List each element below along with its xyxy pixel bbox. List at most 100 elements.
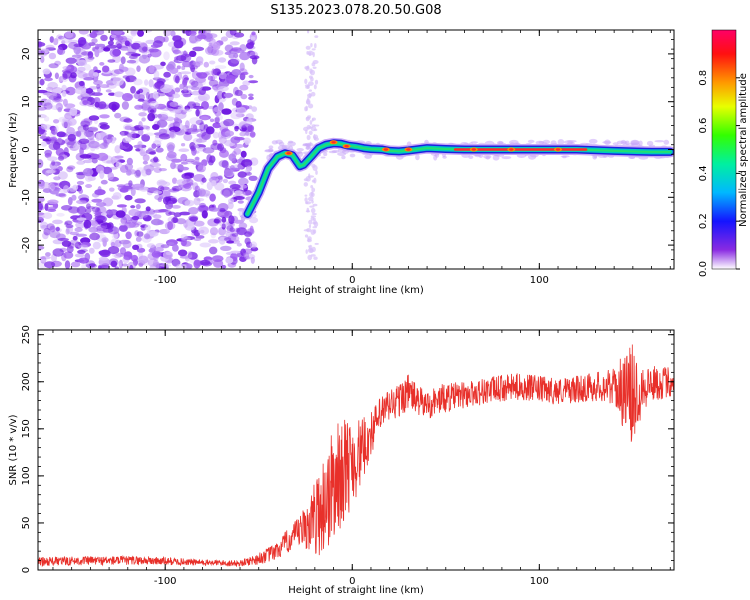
noise-speckle <box>223 118 235 127</box>
noise-speckle <box>47 199 59 205</box>
noise-speckle <box>233 147 242 155</box>
noise-speckle <box>137 141 143 148</box>
noise-speckle <box>218 57 227 63</box>
noise-speckle <box>214 110 222 117</box>
noise-speckle <box>210 172 219 181</box>
noise-speckle <box>174 87 181 93</box>
noise-speckle <box>191 70 199 79</box>
noise-speckle <box>310 185 314 189</box>
noise-speckle <box>153 70 160 79</box>
noise-speckle <box>213 218 220 224</box>
noise-speckle <box>186 220 193 227</box>
noise-speckle <box>138 255 149 264</box>
spectrogram-y-tick-label: 20 <box>21 48 32 61</box>
ridge-halo <box>268 145 274 149</box>
noise-speckle <box>311 117 316 121</box>
noise-speckle <box>67 242 75 249</box>
noise-speckle <box>98 256 109 261</box>
noise-speckle <box>218 175 223 180</box>
noise-speckle <box>119 187 129 193</box>
noise-speckle <box>55 148 65 157</box>
noise-speckle <box>306 207 310 213</box>
noise-speckle <box>116 43 122 50</box>
noise-speckle <box>66 166 74 173</box>
noise-speckle <box>305 105 309 112</box>
noise-speckle <box>46 169 56 174</box>
noise-speckle <box>132 183 144 189</box>
colorbar-tick-label: 0.6 <box>698 118 709 134</box>
noise-speckle <box>160 61 166 67</box>
noise-speckle <box>54 72 60 80</box>
noise-speckle <box>66 127 75 135</box>
noise-speckle <box>69 107 78 116</box>
colorbar-tick-label: 0.0 <box>698 261 709 277</box>
noise-speckle <box>312 51 315 58</box>
noise-speckle <box>172 244 179 252</box>
noise-speckle <box>222 178 228 184</box>
noise-speckle <box>207 45 214 54</box>
noise-speckle <box>209 193 216 202</box>
noise-speckle <box>83 159 93 164</box>
noise-speckle <box>142 46 148 52</box>
ridge-hotspot-core <box>331 141 336 144</box>
noise-speckle <box>314 124 320 127</box>
noise-speckle <box>39 256 51 260</box>
noise-speckle <box>188 101 196 105</box>
noise-speckle <box>139 126 144 131</box>
noise-speckle <box>86 127 98 131</box>
noise-speckle <box>58 76 64 82</box>
noise-speckle <box>140 212 149 218</box>
noise-speckle <box>212 122 222 129</box>
noise-speckle <box>82 168 94 177</box>
noise-speckle <box>184 158 196 163</box>
noise-speckle <box>148 65 155 74</box>
noise-speckle <box>94 189 106 196</box>
ridge-halo <box>498 141 504 144</box>
noise-speckle <box>95 132 101 141</box>
noise-speckle <box>70 72 77 79</box>
noise-speckle <box>194 156 200 161</box>
colorbar-tick-label: 0.8 <box>698 70 709 86</box>
noise-speckle <box>179 71 192 75</box>
noise-speckle <box>147 112 156 122</box>
noise-speckle <box>142 215 152 222</box>
noise-speckle <box>233 32 245 38</box>
noise-speckle <box>49 161 58 170</box>
noise-speckle <box>76 199 87 205</box>
ridge-halo <box>483 154 492 159</box>
noise-speckle <box>244 168 251 173</box>
noise-speckle <box>113 230 119 239</box>
noise-speckle <box>248 93 254 97</box>
noise-speckle <box>138 112 147 117</box>
noise-speckle <box>221 216 227 223</box>
noise-speckle <box>221 108 232 115</box>
noise-speckle <box>303 126 309 132</box>
noise-speckle <box>313 177 317 184</box>
ridge-halo <box>501 156 512 160</box>
noise-speckle <box>175 263 188 269</box>
noise-speckle <box>40 124 53 130</box>
noise-speckle <box>63 121 68 129</box>
noise-speckle <box>196 34 207 40</box>
noise-speckle <box>308 219 313 225</box>
noise-speckle <box>230 111 242 120</box>
noise-speckle <box>91 38 98 44</box>
noise-speckle <box>82 100 89 106</box>
noise-speckle <box>309 205 315 208</box>
noise-speckle <box>304 234 309 238</box>
noise-speckle <box>152 91 159 100</box>
noise-speckle <box>212 49 224 56</box>
noise-speckle <box>168 130 177 139</box>
noise-speckle <box>99 62 105 66</box>
noise-speckle <box>189 34 198 44</box>
noise-speckle <box>246 42 254 49</box>
noise-speckle <box>65 228 70 235</box>
snr-y-tick-label: 0 <box>21 567 32 573</box>
noise-speckle <box>188 251 194 256</box>
noise-speckle <box>153 156 159 163</box>
noise-speckle <box>221 223 226 230</box>
noise-speckle <box>232 164 244 171</box>
noise-speckle <box>251 106 258 112</box>
noise-speckle <box>184 172 195 176</box>
noise-speckle <box>52 92 57 97</box>
